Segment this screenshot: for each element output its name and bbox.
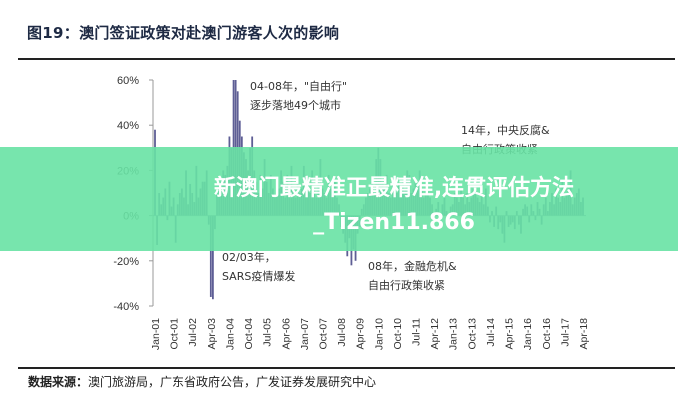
annotation-line: 02/03年， (222, 251, 276, 264)
x-tick-label: Jan-04 (224, 318, 236, 350)
x-tick-label: Jul-11 (411, 318, 423, 346)
overlay-banner-text: 新澳门最精准正最精准,连贯评估方法_Tizen11.866 (213, 176, 575, 235)
overlay-banner (0, 147, 678, 251)
annotation-sars: 02/03年， SARS疫情爆发 (222, 248, 295, 286)
x-tick-label: Oct-10 (392, 318, 404, 350)
x-tick-label: Oct-13 (466, 318, 478, 350)
x-tick-label: Oct-07 (317, 318, 329, 350)
y-tick-label: -40% (113, 301, 139, 313)
annotation-line: 04-08年，"自由行" (250, 80, 348, 93)
annotation-line: 逐步落地49个城市 (250, 99, 341, 112)
x-tick-label: Oct-01 (169, 318, 181, 350)
x-tick-label: Oct-16 (541, 318, 553, 350)
annotation-line: SARS疫情爆发 (222, 270, 296, 283)
x-tick-label: Apr-15 (504, 318, 516, 350)
annotation-financial-crisis: 08年，金融危机& 自由行政策收紧 (368, 257, 457, 295)
x-tick-label: Apr-09 (355, 318, 367, 350)
bar (209, 215, 212, 297)
x-tick-label: Jul-17 (559, 318, 571, 347)
y-tick-label: 40% (117, 120, 139, 132)
x-tick-label: Apr-06 (280, 318, 292, 350)
bar (211, 215, 214, 300)
source-note: 数据来源：澳门旅游局，广东省政府公告，广发证券发展研究中心 (28, 373, 376, 390)
x-tick-label: Apr-03 (206, 318, 218, 350)
source-divider (18, 367, 675, 369)
annotation-line: 自由行政策收紧 (368, 279, 445, 292)
x-tick-label: Jan-16 (522, 318, 534, 350)
annotation-line: 14年，中央反腐& (461, 124, 550, 137)
source-label: 数据来源： (28, 375, 89, 389)
x-tick-label: Jul-02 (187, 318, 199, 347)
x-tick-label: Jan-01 (150, 318, 162, 350)
x-tick-label: Apr-12 (429, 318, 441, 350)
title-divider (18, 58, 675, 60)
x-tick-label: Jan-10 (373, 318, 385, 350)
x-tick-label: Jul-05 (262, 318, 274, 347)
x-tick-label: Oct-04 (243, 318, 255, 350)
annotation-line: 08年，金融危机& (368, 260, 457, 273)
y-tick-label: -20% (113, 256, 139, 268)
x-tick-label: Apr-18 (578, 318, 590, 350)
x-tick-label: Jan-07 (299, 318, 311, 350)
x-axis: Jan-01 Oct-01 Jul-02 Apr-03 Jan-04 Oct-04 Jul-… (150, 318, 590, 350)
figure-title: 图19：澳门签证政策对赴澳门游客人次的影响 (27, 24, 340, 42)
annotation-free-travel: 04-08年，"自由行" 逐步落地49个城市 (250, 77, 347, 115)
y-tick-label: 60% (117, 75, 139, 87)
x-tick-label: Jul-08 (336, 318, 348, 347)
x-tick-label: Jul-14 (485, 318, 497, 347)
x-tick-label: Jan-13 (448, 318, 460, 350)
source-text: 澳门旅游局，广东省政府公告，广发证券发展研究中心 (88, 375, 377, 389)
